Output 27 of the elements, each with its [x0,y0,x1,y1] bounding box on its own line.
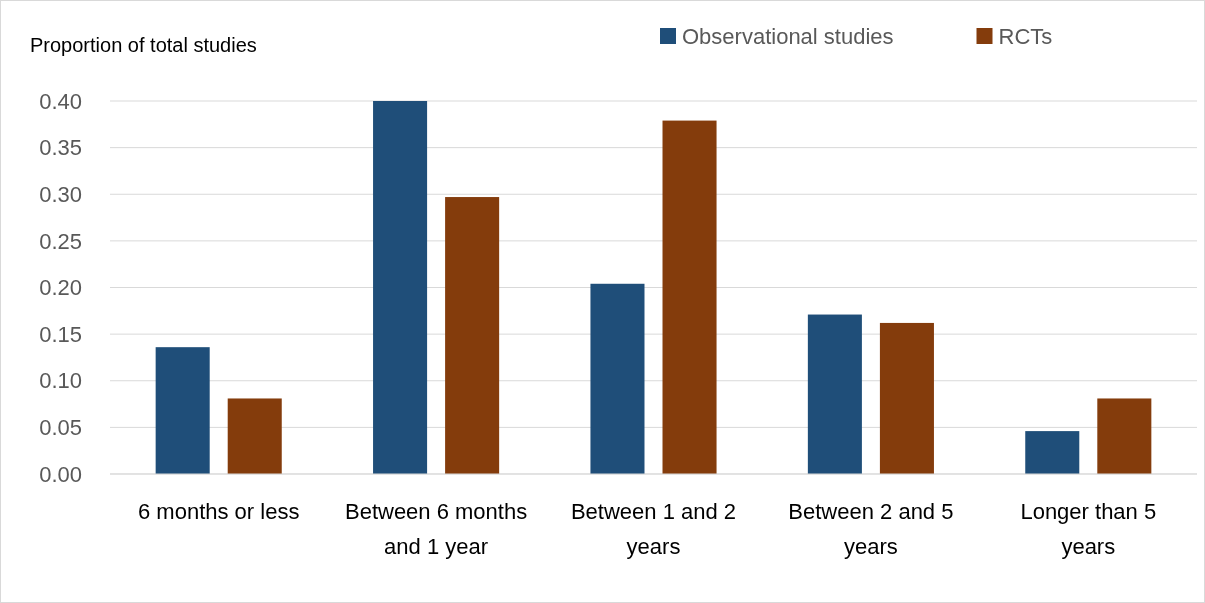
y-tick-label: 0.15 [39,321,82,347]
bar [373,101,428,474]
y-tick-label: 0.30 [39,181,82,207]
legend-label: Observational studies [682,24,894,49]
bar [807,314,862,474]
bar [879,322,934,474]
bar [1025,431,1080,474]
y-tick-label: 0.05 [39,415,82,441]
x-tick-label: 6 months or less [138,499,300,524]
x-tick-label: Between 6 months and 1 year [344,499,528,559]
y-axis-title: Proportion of total studies [30,34,257,56]
legend-label: RCTs [998,24,1053,49]
bar [590,283,645,474]
y-tick-label: 0.20 [39,275,82,301]
y-tick-label: 0.25 [39,228,82,254]
bar [662,120,717,474]
y-tick-label: 0.10 [39,368,82,394]
y-tick-label: 0.35 [39,135,82,161]
bar [155,347,210,474]
bar [1097,398,1152,474]
x-tick-label: Longer than 5 years [1020,499,1157,559]
bar [445,197,500,474]
x-tick-label: Between 2 and 5 years [788,499,954,559]
y-tick-label: 0.40 [39,88,82,114]
y-tick-label: 0.00 [39,461,82,487]
x-tick-label: Between 1 and 2 years [570,499,737,559]
bar [227,398,282,474]
